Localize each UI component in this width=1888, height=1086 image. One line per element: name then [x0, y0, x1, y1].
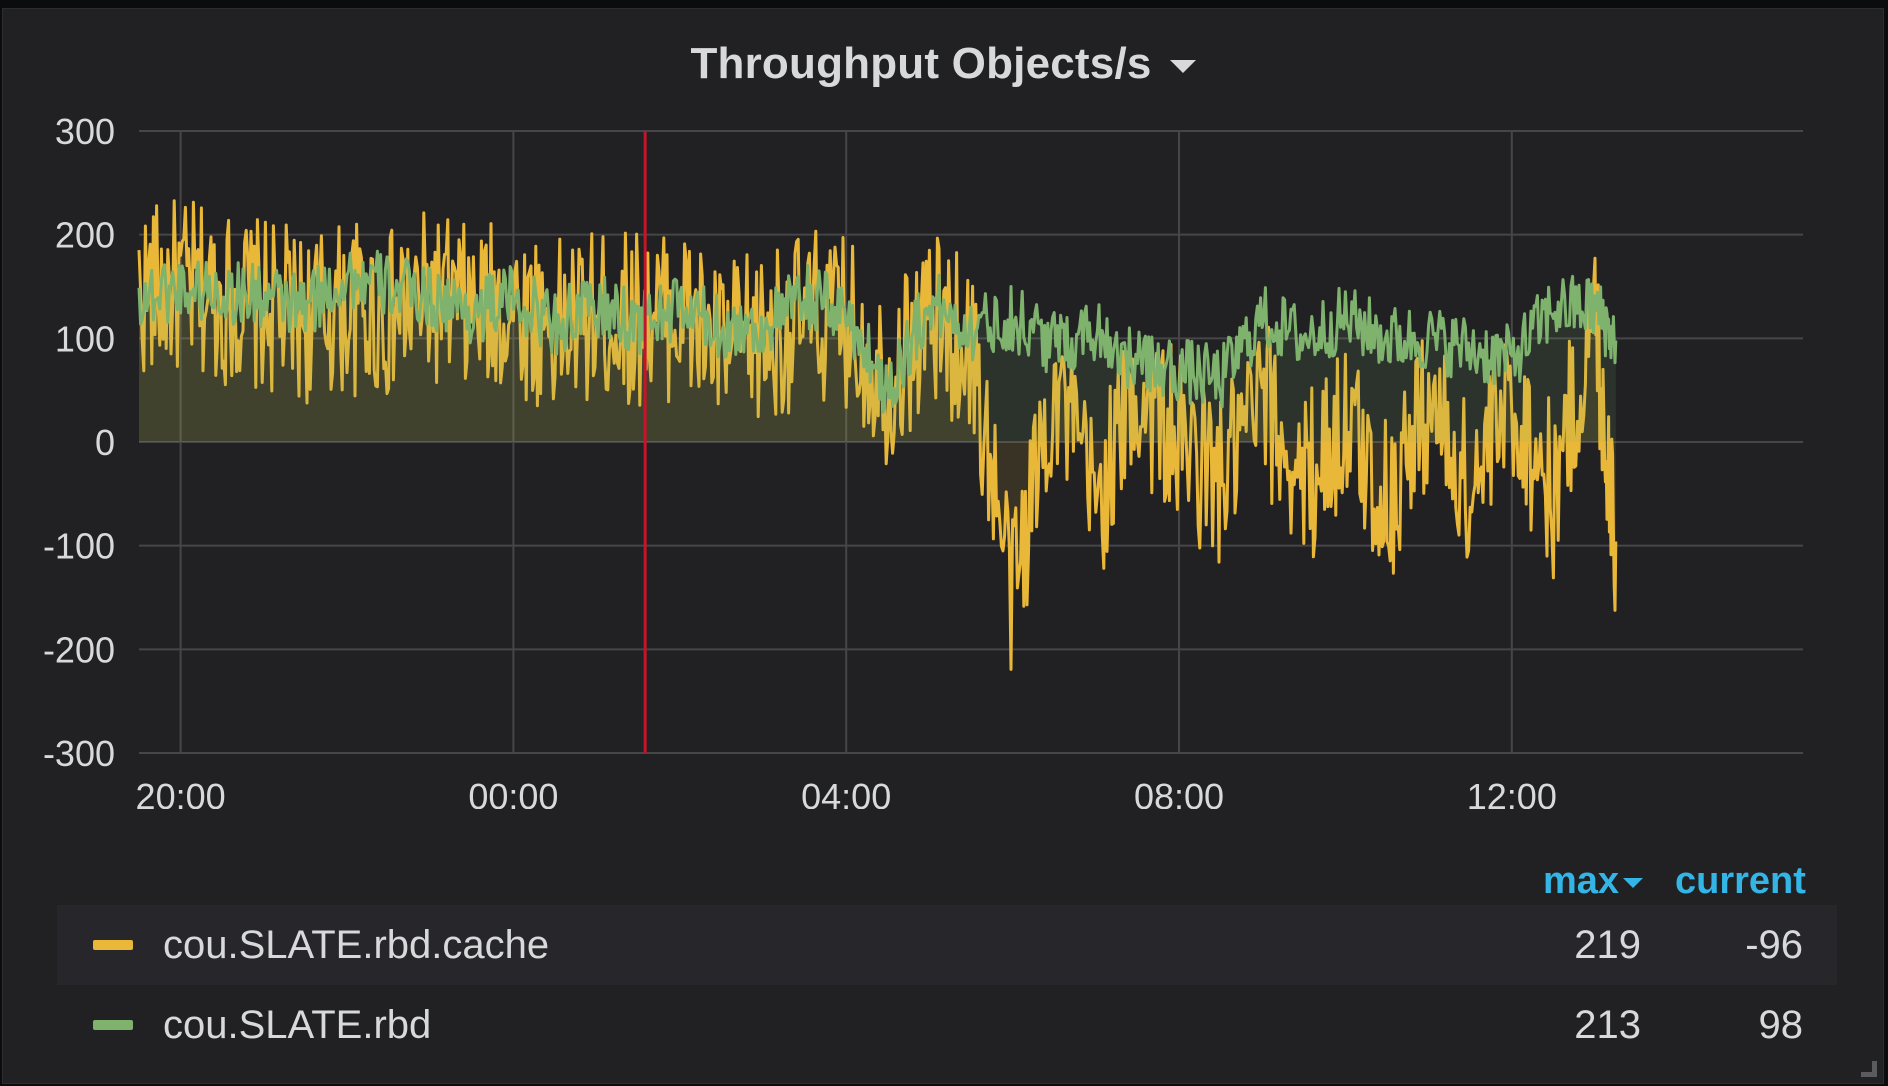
- legend-item-cache[interactable]: cou.SLATE.rbd.cache 219 -96: [57, 905, 1837, 985]
- legend-col-max[interactable]: max: [1543, 859, 1620, 902]
- graph-panel: Throughput Objects/s 300 200 100 0 -100 -200 -…: [2, 8, 1884, 1084]
- series-line-cache: [137, 199, 1618, 671]
- legend-current-value: 98: [1758, 1002, 1804, 1047]
- legend-series-name[interactable]: cou.SLATE.rbd: [163, 1002, 432, 1047]
- legend-max-value: 213: [1574, 1002, 1641, 1047]
- x-tick-label: 20:00: [136, 776, 226, 809]
- series-area-cache: [139, 200, 1616, 670]
- legend-swatch-icon[interactable]: [93, 1020, 133, 1030]
- panel-menu-caret-icon[interactable]: [1169, 59, 1196, 73]
- series-line-rbd: [137, 249, 1618, 414]
- y-tick-label: -200: [43, 629, 115, 670]
- legend-series-name[interactable]: cou.SLATE.rbd.cache: [163, 922, 550, 967]
- y-tick-label: 0: [95, 422, 115, 463]
- legend-item-rbd[interactable]: cou.SLATE.rbd 213 98: [57, 985, 1837, 1065]
- chart-area: 300 200 100 0 -100 -200 -300 20:00 00:00 04:00 08:…: [43, 111, 1803, 809]
- panel-resize-handle-icon[interactable]: [1861, 1061, 1877, 1077]
- x-tick-label: 04:00: [801, 776, 891, 809]
- x-tick-label: 00:00: [468, 776, 558, 809]
- legend-swatch-icon[interactable]: [93, 940, 133, 950]
- x-tick-label: 12:00: [1467, 776, 1557, 809]
- legend-sort-current[interactable]: current: [1675, 859, 1806, 903]
- legend-max-value: 219: [1574, 922, 1641, 967]
- sort-desc-icon: [1623, 878, 1644, 888]
- legend-current-value: -96: [1745, 922, 1803, 967]
- y-tick-label: -300: [43, 733, 115, 774]
- panel-title[interactable]: Throughput Objects/s: [690, 39, 1152, 88]
- y-tick-label: 100: [55, 318, 115, 359]
- y-tick-label: 200: [55, 215, 115, 256]
- y-tick-label: 300: [55, 111, 115, 152]
- series-area-rbd: [139, 251, 1616, 442]
- panel-header[interactable]: Throughput Objects/s: [3, 29, 1883, 99]
- x-tick-label: 08:00: [1134, 776, 1224, 809]
- y-tick-label: -100: [43, 526, 115, 567]
- legend-col-current[interactable]: current: [1675, 859, 1806, 902]
- legend-sort-max[interactable]: max: [1543, 859, 1644, 903]
